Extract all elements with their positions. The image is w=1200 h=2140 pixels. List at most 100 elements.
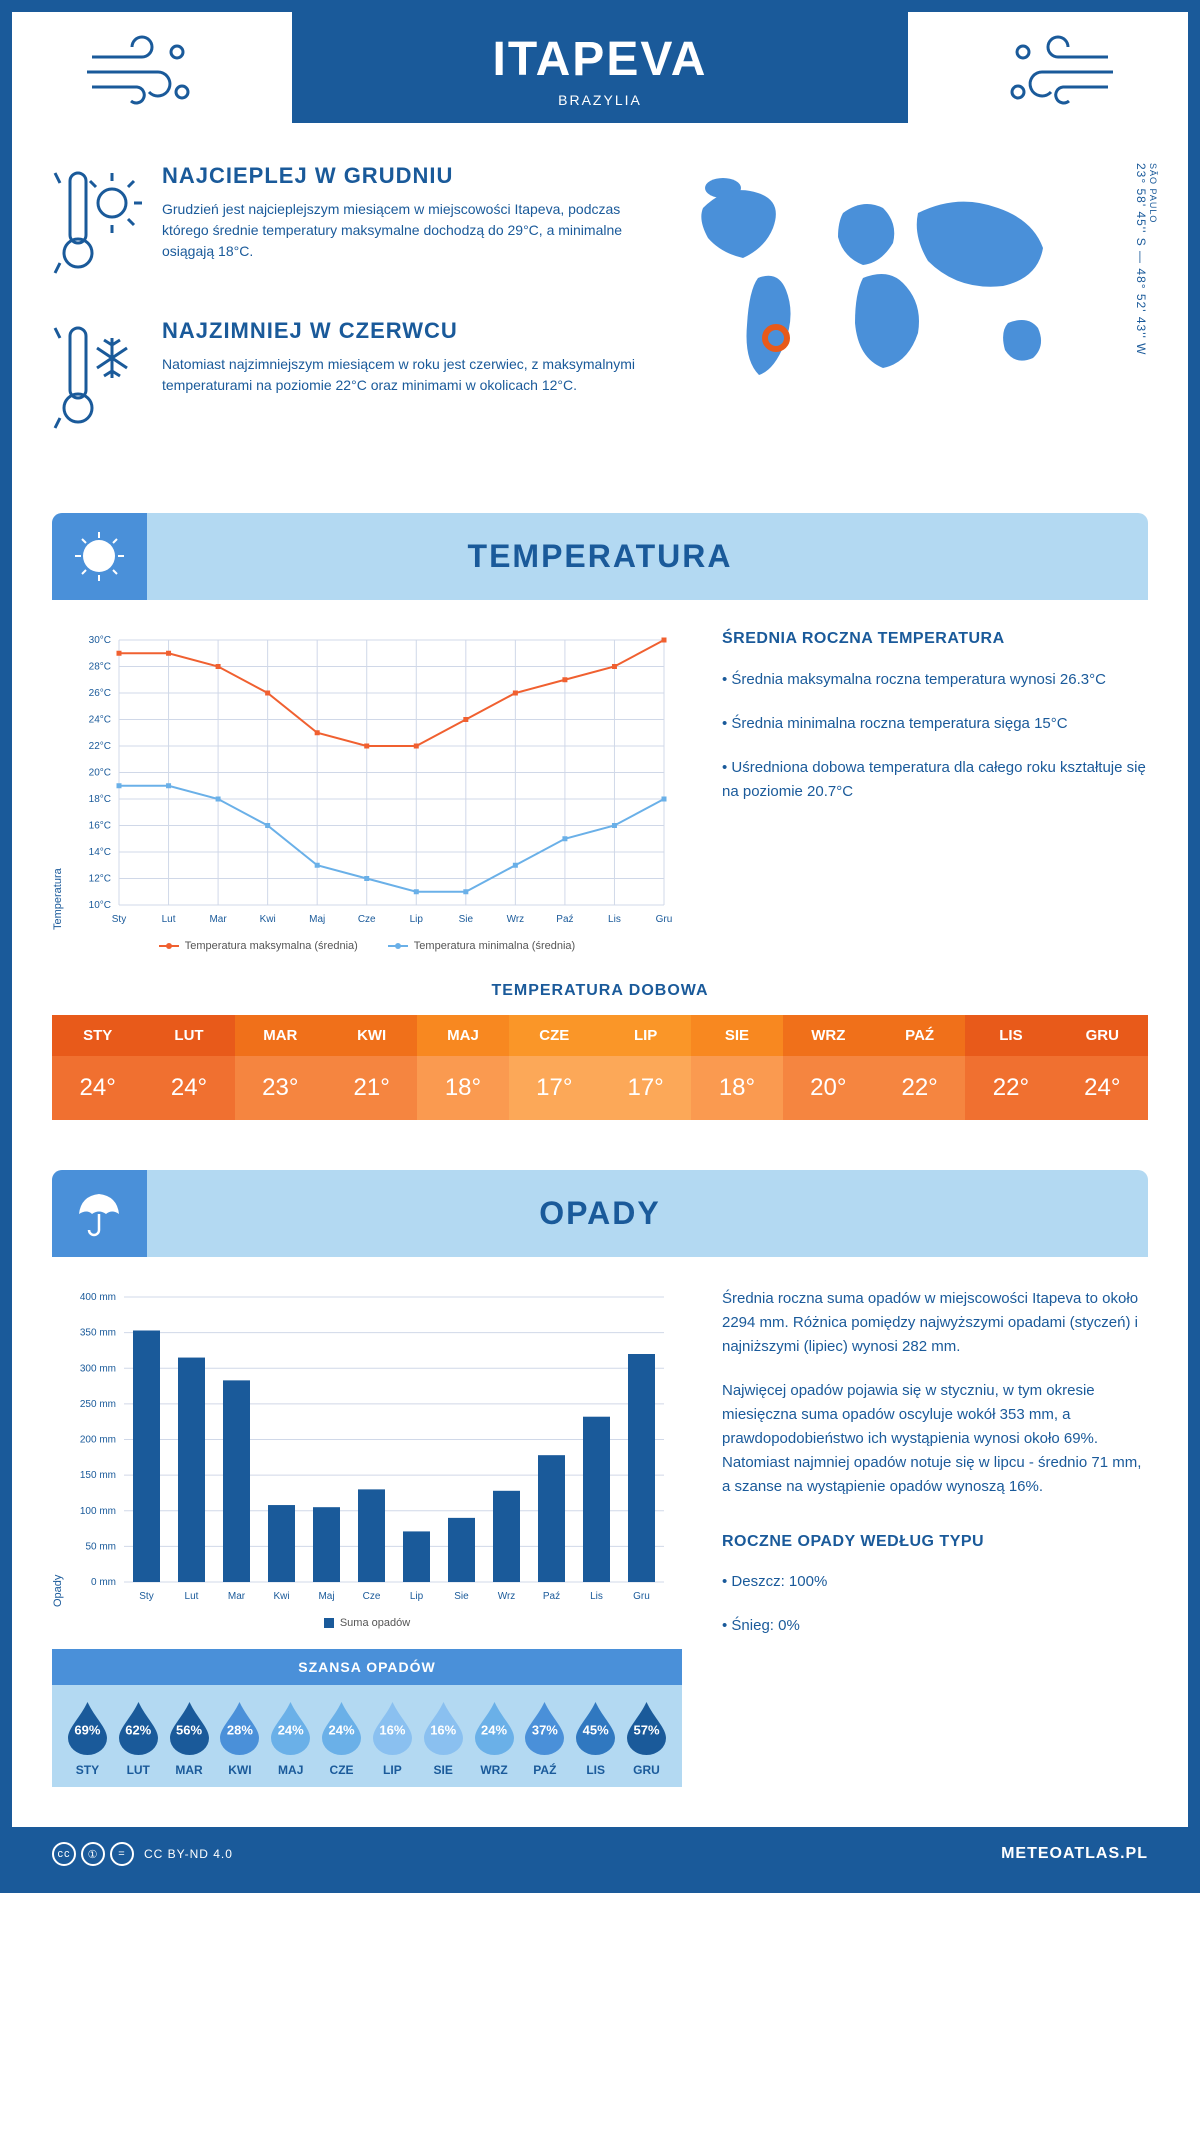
daily-cell: LIP17° — [600, 1015, 691, 1120]
svg-text:Wrz: Wrz — [498, 1591, 516, 1602]
svg-text:10°C: 10°C — [89, 900, 111, 911]
svg-text:26°C: 26°C — [89, 688, 111, 699]
svg-text:28°C: 28°C — [89, 662, 111, 673]
cc-icon: cc①= — [52, 1842, 134, 1866]
temp-chart-legend: Temperatura maksymalna (średnia) Tempera… — [52, 940, 682, 952]
svg-text:Kwi: Kwi — [260, 914, 276, 925]
umbrella-icon — [52, 1170, 147, 1257]
svg-text:Sty: Sty — [139, 1591, 153, 1602]
site-name: METEOATLAS.PL — [1001, 1845, 1148, 1863]
svg-text:22°C: 22°C — [89, 741, 111, 752]
chance-drop: 45%LIS — [573, 1700, 618, 1777]
chance-drop: 24%WRZ — [472, 1700, 517, 1777]
daily-cell: LUT24° — [143, 1015, 234, 1120]
chance-drop: 62%LUT — [116, 1700, 161, 1777]
country-subtitle: BRAZYLIA — [292, 92, 908, 108]
daily-cell: PAŹ22° — [874, 1015, 965, 1120]
daily-temp-title: TEMPERATURA DOBOWA — [52, 982, 1148, 1000]
svg-text:300 mm: 300 mm — [80, 1363, 116, 1374]
svg-text:24°C: 24°C — [89, 715, 111, 726]
license-text: CC BY-ND 4.0 — [144, 1847, 233, 1861]
chance-drop: 24%MAJ — [268, 1700, 313, 1777]
svg-text:Wrz: Wrz — [507, 914, 525, 925]
svg-text:Cze: Cze — [363, 1591, 381, 1602]
footer: cc①= CC BY-ND 4.0 METEOATLAS.PL — [12, 1827, 1188, 1881]
precip-type-heading: ROCZNE OPADY WEDŁUG TYPU — [722, 1529, 1148, 1555]
world-map-icon — [668, 163, 1088, 403]
chance-drop: 57%GRU — [624, 1700, 669, 1777]
svg-text:Maj: Maj — [318, 1591, 334, 1602]
svg-text:20°C: 20°C — [89, 768, 111, 779]
svg-text:Paź: Paź — [556, 914, 573, 925]
coldest-heading: NAJZIMNIEJ W CZERWCU — [162, 318, 638, 344]
svg-text:Gru: Gru — [633, 1591, 650, 1602]
chance-drop: 16%LIP — [370, 1700, 415, 1777]
svg-text:Sie: Sie — [459, 914, 474, 925]
precip-p1: Średnia roczna suma opadów w miejscowośc… — [722, 1287, 1148, 1359]
svg-text:30°C: 30°C — [89, 635, 111, 646]
temperature-section-header: TEMPERATURA — [52, 513, 1148, 600]
svg-text:Mar: Mar — [228, 1591, 246, 1602]
precip-p4: • Śnieg: 0% — [722, 1614, 1148, 1638]
chance-drop: 69%STY — [65, 1700, 110, 1777]
chance-drop: 37%PAŹ — [522, 1700, 567, 1777]
daily-temp-table: STY24°LUT24°MAR23°KWI21°MAJ18°CZE17°LIP1… — [52, 1015, 1148, 1120]
chance-drop: 24%CZE — [319, 1700, 364, 1777]
svg-text:Sie: Sie — [454, 1591, 469, 1602]
svg-text:Gru: Gru — [656, 914, 673, 925]
city-title: ITAPEVA — [292, 32, 908, 87]
daily-cell: LIS22° — [965, 1015, 1056, 1120]
svg-text:16°C: 16°C — [89, 821, 111, 832]
svg-text:200 mm: 200 mm — [80, 1435, 116, 1446]
header-banner: ITAPEVA BRAZYLIA — [292, 12, 908, 123]
daily-cell: STY24° — [52, 1015, 143, 1120]
daily-cell: WRZ20° — [783, 1015, 874, 1120]
daily-cell: CZE17° — [509, 1015, 600, 1120]
svg-text:Lut: Lut — [162, 914, 176, 925]
coldest-body: Natomiast najzimniejszym miesiącem w rok… — [162, 354, 638, 396]
svg-text:350 mm: 350 mm — [80, 1328, 116, 1339]
temp-summary-p1: • Średnia maksymalna roczna temperatura … — [722, 668, 1148, 692]
daily-cell: MAR23° — [235, 1015, 326, 1120]
thermometer-sun-icon — [52, 163, 142, 288]
svg-text:Kwi: Kwi — [273, 1591, 289, 1602]
temp-summary-p3: • Uśredniona dobowa temperatura dla całe… — [722, 756, 1148, 804]
svg-text:14°C: 14°C — [89, 847, 111, 858]
chance-drop: 56%MAR — [167, 1700, 212, 1777]
svg-text:250 mm: 250 mm — [80, 1399, 116, 1410]
svg-text:Lis: Lis — [608, 914, 621, 925]
chance-drop: 16%SIE — [421, 1700, 466, 1777]
svg-text:Mar: Mar — [209, 914, 227, 925]
precip-chance-box: SZANSA OPADÓW 69%STY62%LUT56%MAR28%KWI24… — [52, 1649, 682, 1787]
wind-icon — [82, 32, 202, 112]
svg-text:18°C: 18°C — [89, 794, 111, 805]
svg-text:100 mm: 100 mm — [80, 1506, 116, 1517]
precip-p2: Najwięcej opadów pojawia się w styczniu,… — [722, 1379, 1148, 1499]
daily-cell: KWI21° — [326, 1015, 417, 1120]
svg-text:Maj: Maj — [309, 914, 325, 925]
svg-text:12°C: 12°C — [89, 874, 111, 885]
svg-text:Lis: Lis — [590, 1591, 603, 1602]
thermometer-snow-icon — [52, 318, 142, 443]
warmest-body: Grudzień jest najcieplejszym miesiącem w… — [162, 199, 638, 262]
svg-text:50 mm: 50 mm — [85, 1541, 116, 1552]
wind-icon — [998, 32, 1118, 112]
daily-cell: SIE18° — [691, 1015, 782, 1120]
sun-icon — [52, 513, 147, 600]
daily-cell: MAJ18° — [417, 1015, 508, 1120]
precip-bar-chart: Opady 0 mm50 mm100 mm150 mm200 mm250 mm3… — [52, 1287, 682, 1629]
precip-chart-legend: Suma opadów — [52, 1617, 682, 1629]
svg-text:Lut: Lut — [185, 1591, 199, 1602]
coldest-fact: NAJZIMNIEJ W CZERWCU Natomiast najzimnie… — [52, 318, 638, 443]
svg-text:150 mm: 150 mm — [80, 1470, 116, 1481]
svg-text:Sty: Sty — [112, 914, 126, 925]
temp-summary-heading: ŚREDNIA ROCZNA TEMPERATURA — [722, 630, 1148, 648]
svg-text:400 mm: 400 mm — [80, 1292, 116, 1303]
daily-cell: GRU24° — [1057, 1015, 1148, 1120]
svg-text:Lip: Lip — [410, 1591, 424, 1602]
warmest-fact: NAJCIEPLEJ W GRUDNIU Grudzień jest najci… — [52, 163, 638, 288]
svg-text:Lip: Lip — [410, 914, 424, 925]
temp-summary-p2: • Średnia minimalna roczna temperatura s… — [722, 712, 1148, 736]
temperature-line-chart: Temperatura 10°C12°C14°C16°C18°C20°C22°C… — [52, 630, 682, 952]
precip-p3: • Deszcz: 100% — [722, 1570, 1148, 1594]
